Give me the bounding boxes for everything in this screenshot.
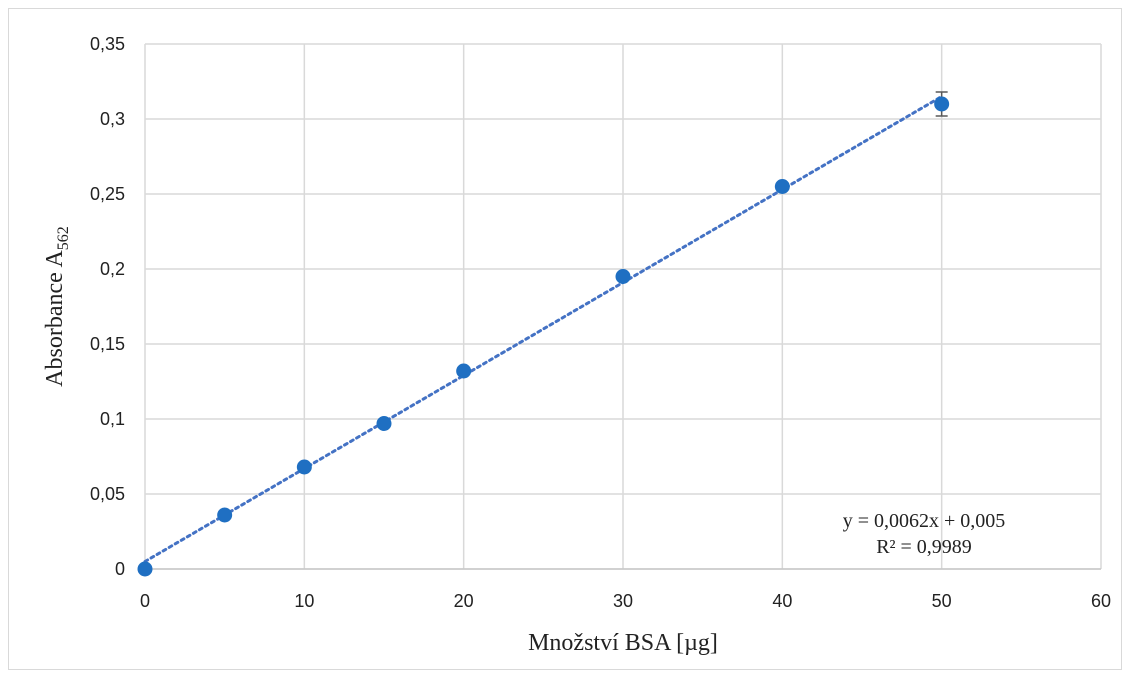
y-tick-label: 0,05 bbox=[90, 484, 125, 504]
data-point bbox=[456, 363, 472, 379]
data-point bbox=[137, 561, 153, 577]
data-point bbox=[615, 269, 631, 284]
data-points bbox=[137, 96, 950, 577]
x-tick-label: 50 bbox=[932, 591, 952, 611]
trendline-equation: y = 0,0062x + 0,005 bbox=[843, 510, 1006, 532]
trendline bbox=[143, 95, 944, 563]
data-point bbox=[934, 96, 950, 112]
x-tick-label: 20 bbox=[454, 591, 474, 611]
y-axis-title-subscript: 562 bbox=[55, 226, 72, 250]
x-tick-label: 30 bbox=[613, 591, 633, 611]
y-tick-label: 0 bbox=[115, 559, 125, 579]
data-point bbox=[376, 416, 392, 431]
trendline-r-squared: R² = 0,9989 bbox=[876, 536, 972, 558]
y-axis-title-main: Absorbance A bbox=[42, 250, 68, 387]
data-point bbox=[217, 507, 233, 523]
x-tick-label: 0 bbox=[140, 591, 150, 611]
data-point bbox=[774, 179, 790, 194]
y-tick-label: 0,25 bbox=[90, 184, 125, 204]
tick-labels: 0 0,05 0,1 0,15 0,2 0,25 0,3 0,35 0 10 20 30 40 50 60 bbox=[90, 34, 1111, 611]
x-tick-label: 60 bbox=[1091, 591, 1111, 611]
trendline-path bbox=[143, 95, 944, 563]
x-tick-label: 10 bbox=[294, 591, 314, 611]
y-tick-label: 0,3 bbox=[100, 109, 125, 129]
y-tick-label: 0,15 bbox=[90, 334, 125, 354]
y-tick-label: 0,2 bbox=[100, 259, 125, 279]
data-point bbox=[296, 459, 312, 475]
y-tick-label: 0,35 bbox=[90, 34, 125, 54]
y-axis-title: Absorbance A562 bbox=[42, 226, 72, 387]
x-axis-title: Množství BSA [µg] bbox=[528, 630, 718, 656]
x-tick-label: 40 bbox=[772, 591, 792, 611]
y-tick-label: 0,1 bbox=[100, 409, 125, 429]
gridlines bbox=[144, 43, 1102, 570]
